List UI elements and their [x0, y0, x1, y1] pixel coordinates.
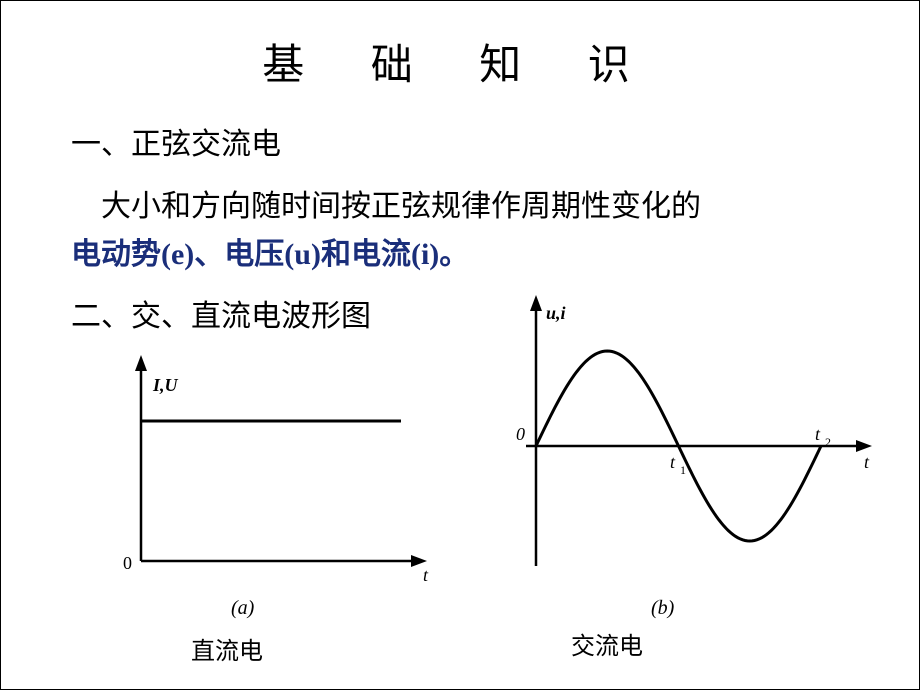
- svg-text:u,i: u,i: [546, 303, 566, 323]
- page-title: 基 础 知 识: [1, 31, 919, 92]
- svg-text:t: t: [670, 452, 676, 472]
- svg-text:I,U: I,U: [152, 375, 179, 395]
- svg-text:0: 0: [516, 424, 525, 444]
- figure-a-sublabel: (a): [231, 597, 254, 620]
- ac-chart-svg: u,it0t1t2: [481, 286, 881, 596]
- svg-text:t: t: [423, 565, 429, 585]
- figure-dc-waveform: I,U t 0: [101, 341, 441, 631]
- figure-a-caption: 直流电: [191, 631, 263, 666]
- svg-text:0: 0: [123, 553, 132, 573]
- figure-ac-waveform: u,it0t1t2: [481, 286, 881, 631]
- paragraph-lead: 大小和方向随时间按正弦规律作周期性变化的: [101, 190, 701, 223]
- paragraph-blue-terms: 电动势(e)、电压(u)和电流(i)。: [71, 238, 469, 271]
- definition-paragraph: 大小和方向随时间按正弦规律作周期性变化的 电动势(e)、电压(u)和电流(i)。: [71, 183, 879, 279]
- svg-text:2: 2: [825, 435, 831, 449]
- dc-chart-svg: I,U t 0: [101, 341, 441, 591]
- svg-text:t: t: [815, 424, 821, 444]
- section-heading-2: 二、交、直流电波形图: [71, 291, 371, 335]
- figure-b-sublabel: (b): [651, 597, 674, 620]
- figure-b-caption: 交流电: [571, 626, 643, 661]
- svg-text:1: 1: [680, 463, 686, 477]
- svg-text:t: t: [864, 452, 870, 472]
- section-heading-1: 一、正弦交流电: [71, 119, 281, 163]
